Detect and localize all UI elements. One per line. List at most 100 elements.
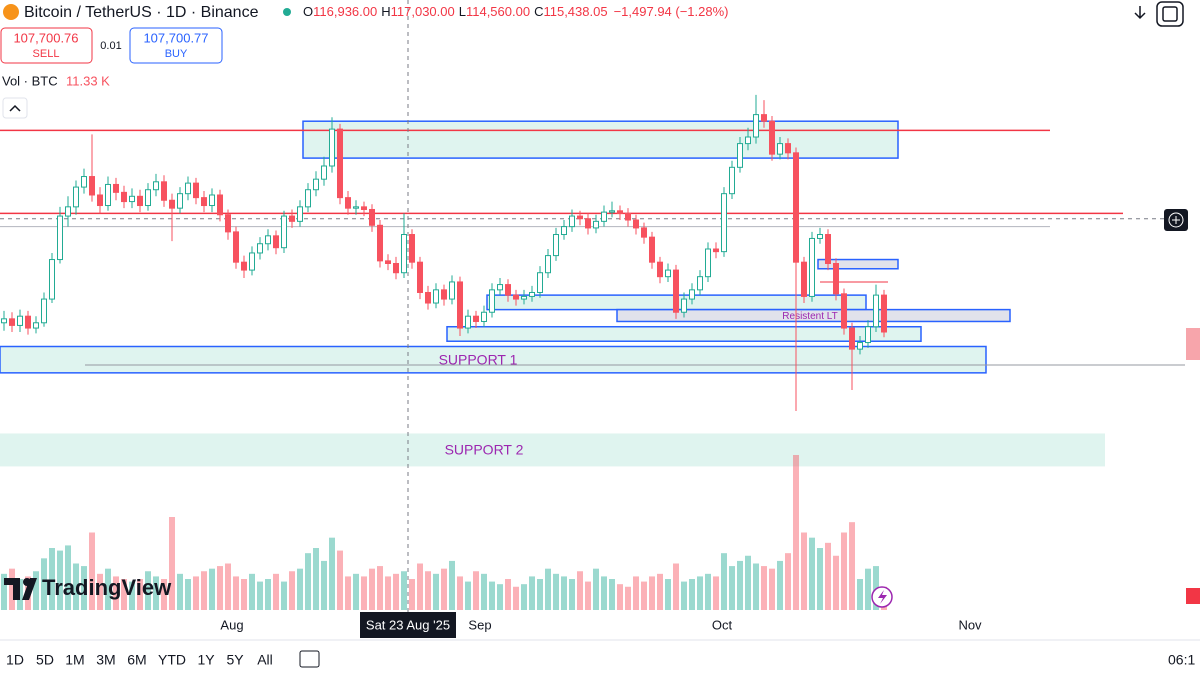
volume-bar bbox=[609, 579, 615, 610]
ohlc-letter: C bbox=[534, 4, 543, 19]
candle-body bbox=[201, 197, 207, 207]
candle-body bbox=[409, 234, 415, 263]
calendar-icon[interactable] bbox=[299, 650, 320, 668]
candle-body bbox=[681, 298, 687, 313]
collapse-button[interactable] bbox=[2, 97, 28, 119]
volume-bar bbox=[513, 586, 519, 610]
candle-body bbox=[593, 220, 599, 229]
price-marker bbox=[1186, 328, 1200, 360]
add-button[interactable] bbox=[1168, 212, 1184, 228]
range-button[interactable]: 3M bbox=[96, 652, 115, 668]
candle-body bbox=[321, 165, 327, 180]
x-axis-label: Sep bbox=[468, 617, 491, 632]
volume-bar bbox=[369, 568, 375, 610]
download-icon[interactable] bbox=[1134, 6, 1146, 20]
candle-body bbox=[873, 294, 879, 328]
candle-body bbox=[865, 326, 871, 344]
volume-bar bbox=[841, 532, 847, 610]
volume-bar bbox=[1, 573, 7, 610]
volume-bar bbox=[681, 581, 687, 610]
candle-body bbox=[337, 128, 343, 199]
zone bbox=[0, 433, 1105, 467]
volume-bar bbox=[257, 581, 263, 610]
volume-bar bbox=[121, 579, 127, 610]
candle-body bbox=[857, 342, 863, 350]
candle-body bbox=[473, 315, 479, 322]
candle-body bbox=[313, 178, 319, 191]
volume-bar bbox=[209, 568, 215, 610]
candle-body bbox=[145, 189, 151, 207]
volume-bar bbox=[49, 548, 55, 610]
candle-body bbox=[569, 215, 575, 228]
volume-bar bbox=[457, 576, 463, 610]
candle-body bbox=[9, 318, 15, 326]
candle-body bbox=[449, 281, 455, 300]
buy-button[interactable] bbox=[129, 27, 223, 64]
sell-button[interactable] bbox=[0, 27, 93, 64]
volume-bar bbox=[337, 550, 343, 610]
volume-bar bbox=[449, 560, 455, 610]
volume-bar bbox=[105, 568, 111, 610]
volume-bar bbox=[801, 532, 807, 610]
zone bbox=[616, 308, 1011, 323]
toolbar: 1D 5D 1M 3M 6M YTD 1Y 5Y All bbox=[6, 652, 273, 668]
candle-body bbox=[17, 315, 23, 326]
volume-bar bbox=[529, 576, 535, 610]
volume-bar bbox=[713, 576, 719, 610]
candle-body bbox=[281, 215, 287, 249]
candle-body bbox=[121, 191, 127, 203]
candle-body bbox=[377, 224, 383, 262]
range-button[interactable]: YTD bbox=[158, 652, 186, 668]
candle-body bbox=[385, 260, 391, 264]
candle-body bbox=[785, 143, 791, 154]
volume-bar bbox=[297, 568, 303, 610]
zone bbox=[446, 325, 922, 342]
volume-bar bbox=[377, 566, 383, 610]
zone bbox=[817, 258, 899, 270]
candle-body bbox=[241, 261, 247, 271]
candle-body bbox=[25, 315, 31, 329]
volume-bar bbox=[177, 573, 183, 610]
volume-bar bbox=[129, 581, 135, 610]
range-button[interactable]: 6M bbox=[127, 652, 146, 668]
candle-body bbox=[49, 259, 55, 300]
volume-bar bbox=[585, 581, 591, 610]
volume-bar bbox=[505, 579, 511, 610]
ohlc-letter: O bbox=[303, 4, 313, 19]
volume-bar bbox=[345, 576, 351, 610]
range-button[interactable]: 1M bbox=[65, 652, 84, 668]
volume-bar bbox=[241, 579, 247, 610]
chart-pane: Resistent LT SUPPORT 1 SUPPORT 2 bbox=[0, 0, 1185, 612]
candle-body bbox=[545, 255, 551, 274]
candle-body bbox=[457, 281, 463, 329]
candle-body bbox=[273, 235, 279, 249]
volume-bar bbox=[441, 568, 447, 610]
candle-body bbox=[81, 176, 87, 188]
fullscreen-button[interactable] bbox=[1156, 1, 1184, 27]
volume-label: Vol · BTC bbox=[2, 73, 58, 88]
volume-bar bbox=[409, 579, 415, 610]
range-button[interactable]: All bbox=[257, 652, 273, 668]
volume-bar bbox=[753, 563, 759, 610]
range-button[interactable]: 1Y bbox=[197, 652, 215, 668]
volume-bar bbox=[689, 579, 695, 610]
range-button[interactable]: 1D bbox=[6, 652, 24, 668]
volume-bar bbox=[593, 568, 599, 610]
range-button[interactable]: 5D bbox=[36, 652, 54, 668]
candle-body bbox=[841, 293, 847, 329]
logo-dot bbox=[23, 578, 31, 586]
volume-bar bbox=[329, 537, 335, 610]
clock: 06:1 bbox=[1168, 652, 1195, 668]
candle-body bbox=[225, 214, 231, 233]
buy-label: BUY bbox=[165, 48, 188, 60]
candle-body bbox=[833, 262, 839, 295]
candle-body bbox=[505, 284, 511, 296]
volume-bar bbox=[33, 571, 39, 610]
volume-bar bbox=[553, 573, 559, 610]
range-button[interactable]: 5Y bbox=[226, 652, 244, 668]
candle-body bbox=[489, 289, 495, 313]
volume-marker bbox=[1186, 588, 1200, 604]
volume-bar bbox=[145, 571, 151, 610]
volume-bar bbox=[65, 545, 71, 610]
buy-price: 107,700.77 bbox=[143, 30, 208, 45]
